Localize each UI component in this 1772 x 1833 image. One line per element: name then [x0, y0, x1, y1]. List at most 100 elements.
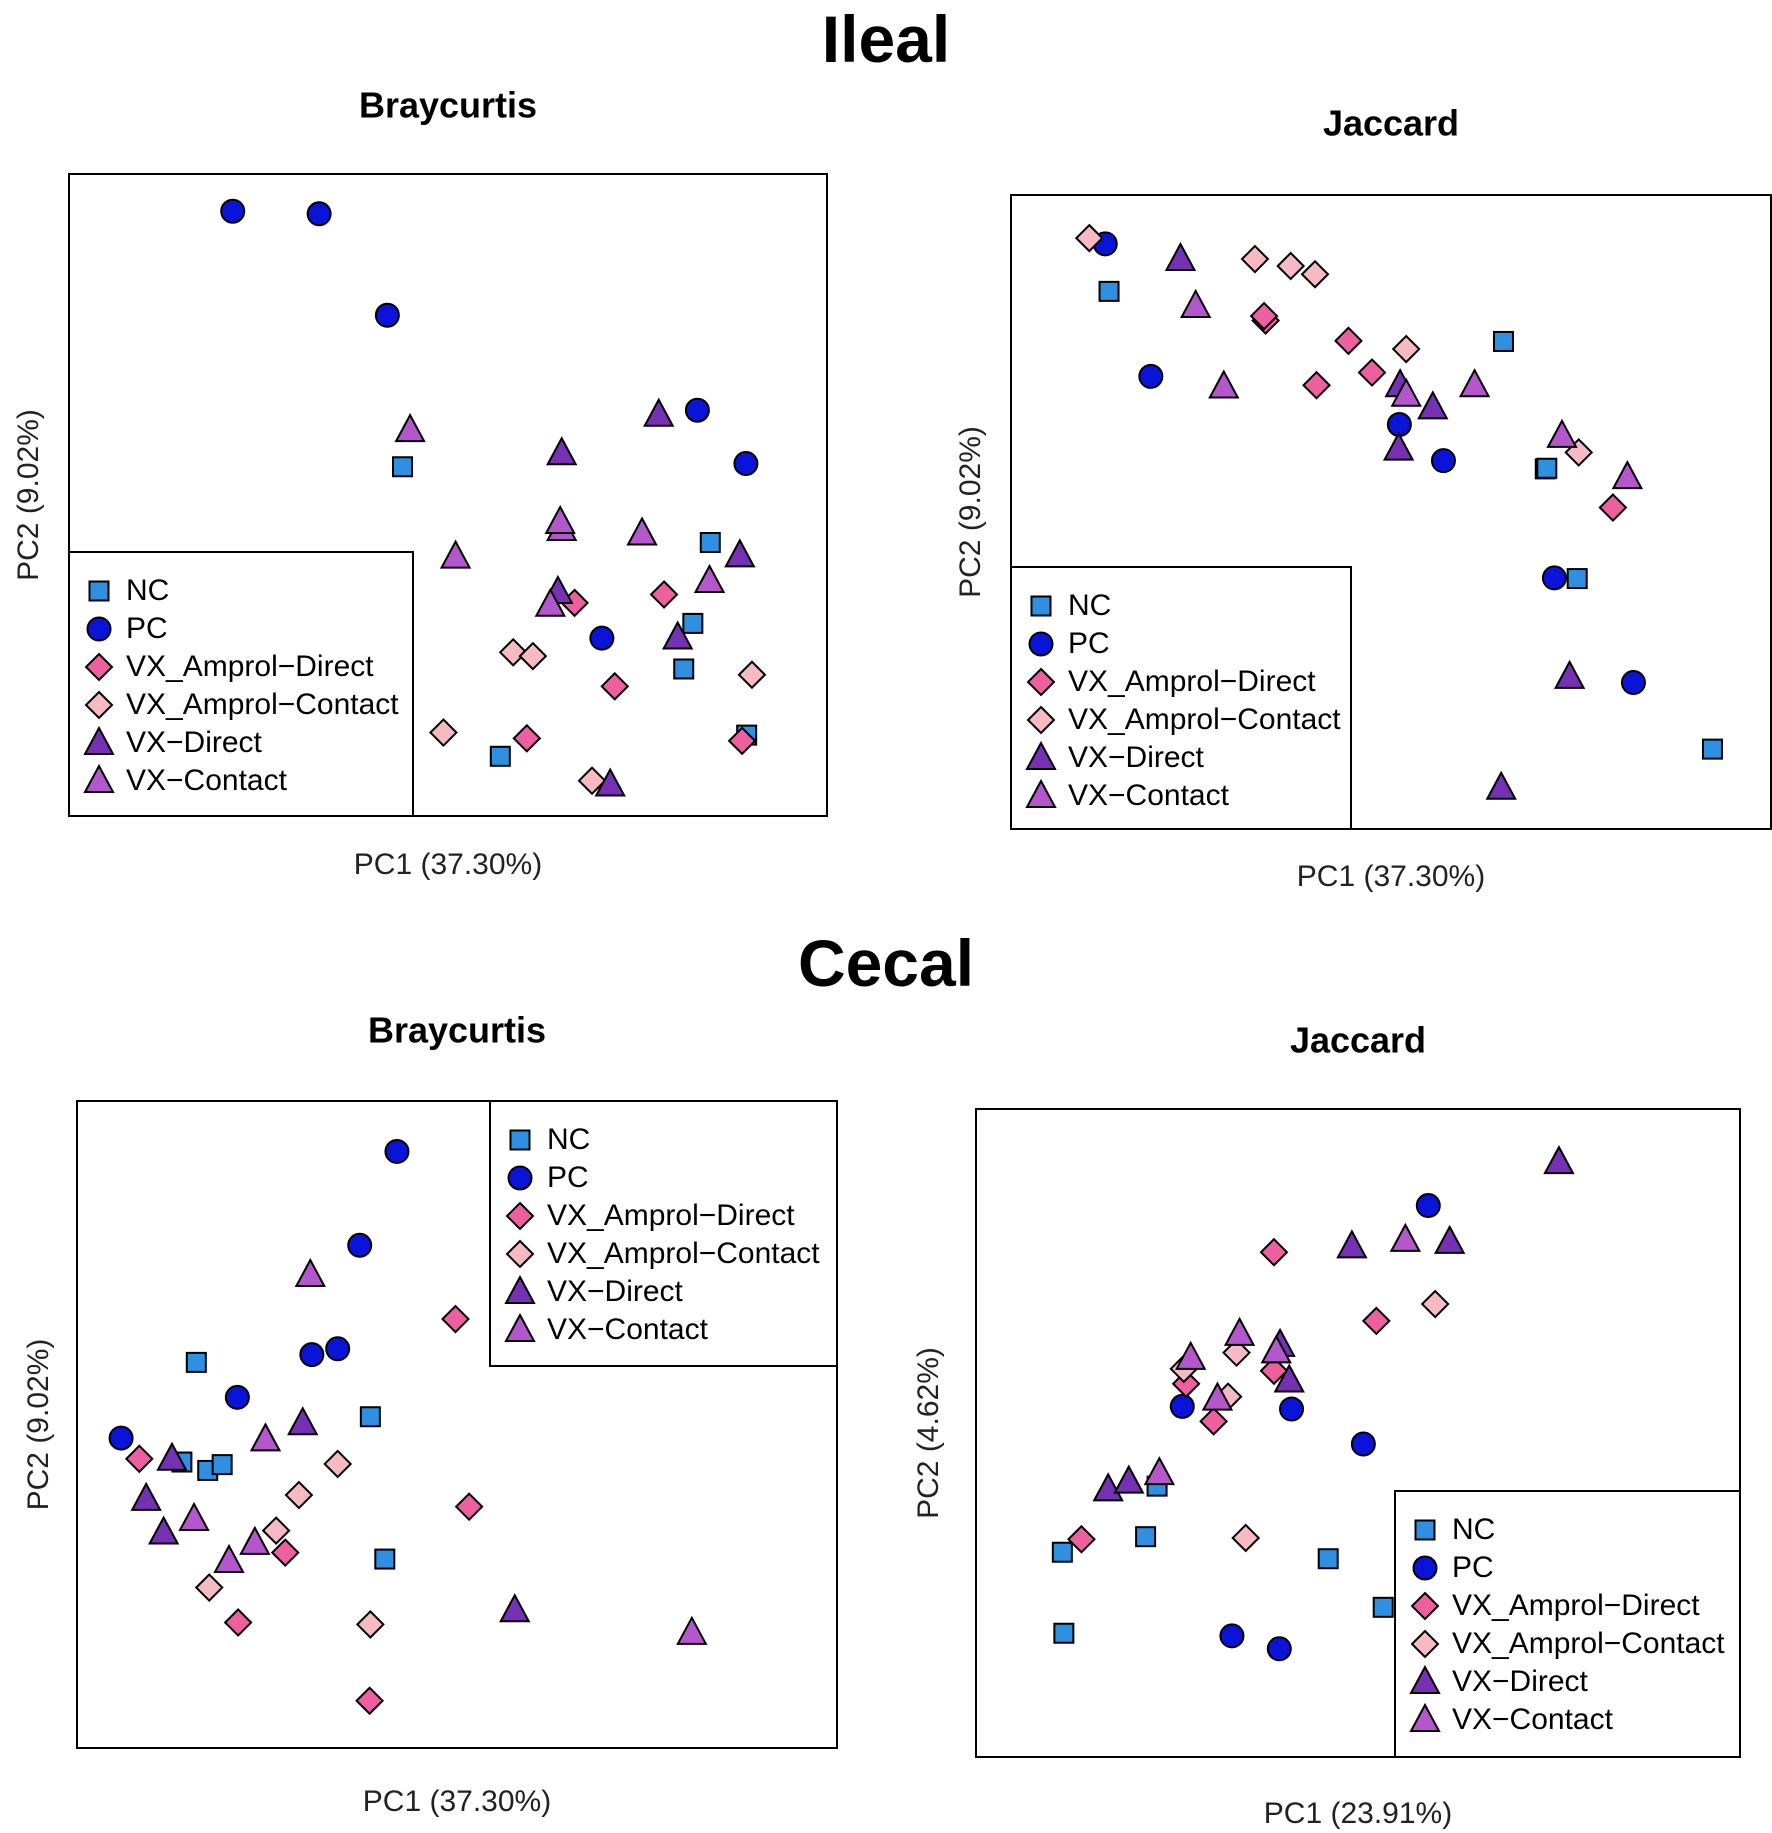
legend-marker-pc [86, 616, 112, 642]
legend-marker-vd [1025, 740, 1057, 770]
point-ac [1074, 223, 1104, 253]
point-ad [441, 1304, 470, 1334]
point-vd [1382, 431, 1415, 461]
legend-marker-vc [83, 763, 115, 793]
legend-label-vc: VX−Contact [547, 1313, 709, 1346]
point-vc [1143, 1456, 1176, 1486]
point-vd [1553, 659, 1586, 689]
point-nc [1492, 330, 1514, 352]
point-vd [724, 538, 756, 568]
legend-marker-vd [1409, 1664, 1441, 1694]
point-nc [1135, 1526, 1157, 1548]
legend-box [1394, 1490, 1741, 1758]
point-ac [498, 637, 528, 667]
point-pc [1219, 1623, 1245, 1649]
point-vc [1389, 1222, 1422, 1252]
point-ad [270, 1538, 300, 1568]
point-pc [306, 201, 332, 227]
legend-marker-vc [504, 1312, 536, 1342]
point-vc [439, 539, 472, 569]
legend-marker-pc [507, 1165, 533, 1191]
point-ad [1199, 1406, 1229, 1436]
legend: NC PC VX_Amprol−Direct VX_Amprol−Contact VX−… [68, 551, 414, 817]
data-points [108, 1138, 708, 1716]
point-vc [1201, 1381, 1234, 1411]
point-vc [544, 504, 576, 534]
legend-marker-ad [505, 1201, 535, 1231]
point-pc [1350, 1431, 1376, 1457]
point-nc [1051, 1541, 1073, 1563]
point-vd [1273, 1363, 1305, 1393]
point-nc [1098, 280, 1120, 302]
point-pc [589, 625, 615, 651]
legend-marker-nc [88, 580, 110, 602]
point-vd [1417, 390, 1449, 420]
legend-label-ad: VX_Amprol−Direct [547, 1199, 795, 1232]
point-pc [1266, 1636, 1292, 1662]
legend-marker-nc [509, 1129, 531, 1151]
point-ad [727, 726, 757, 756]
point-pc [1620, 670, 1646, 696]
legend-marker-vd [504, 1274, 536, 1304]
x-axis-label: PC1 (23.91%) [1264, 1797, 1452, 1830]
point-nc [1317, 1548, 1339, 1570]
data-points [220, 198, 767, 797]
point-pc [1430, 448, 1456, 474]
legend-label-nc: NC [1068, 589, 1111, 622]
legend-marker-ac [1026, 705, 1056, 735]
legend-marker-pc [1028, 631, 1054, 657]
plot-cecal-jaccard-svg: Jaccard PC1 (23.91%) PC2 (4.62%) NC PC VX_Amp… [912, 1020, 1741, 1830]
point-vd [156, 1441, 188, 1471]
legend-marker-nc [1030, 595, 1052, 617]
point-ac [429, 718, 458, 747]
point-ac [1240, 244, 1270, 274]
point-ac [355, 1610, 385, 1639]
legend-label-vc: VX−Contact [1452, 1703, 1614, 1736]
point-nc [359, 1406, 381, 1428]
point-vd [1336, 1229, 1368, 1259]
point-ad [1334, 326, 1363, 356]
point-nc [1053, 1622, 1075, 1644]
point-vc [534, 587, 567, 617]
plot-frame [1010, 194, 1772, 830]
point-ad [355, 1686, 385, 1716]
y-axis-label: PC2 (9.02%) [12, 409, 45, 581]
point-vc [1260, 1334, 1292, 1364]
point-pc [220, 198, 246, 224]
point-vc [178, 1501, 210, 1531]
point-nc [489, 745, 511, 767]
point-pc [1169, 1393, 1195, 1419]
point-ad [1249, 301, 1279, 331]
point-pc [224, 1384, 250, 1410]
point-pc [325, 1336, 351, 1362]
point-vc [239, 1525, 271, 1555]
legend-marker-nc [1414, 1519, 1436, 1541]
point-pc [384, 1138, 410, 1164]
legend-box [68, 551, 414, 817]
legend-label-vd: VX−Direct [126, 726, 263, 759]
legend: NC PC VX_Amprol−Direct VX_Amprol−Contact VX−… [1394, 1490, 1741, 1758]
point-ac [284, 1480, 314, 1510]
legend-label-ad: VX_Amprol−Direct [1068, 665, 1316, 698]
legend-label-ac: VX_Amprol−Contact [547, 1237, 820, 1270]
point-ac [737, 660, 767, 690]
legend-label-pc: PC [547, 1161, 589, 1194]
plot-frame [68, 173, 828, 817]
legend-box [489, 1100, 838, 1367]
point-ac [1276, 251, 1306, 281]
plot-title: Jaccard [1323, 103, 1459, 144]
point-vc [693, 563, 726, 594]
point-nc [1372, 1596, 1394, 1618]
plot-title: Jaccard [1290, 1020, 1426, 1061]
legend-label-ac: VX_Amprol−Contact [1068, 703, 1341, 736]
point-vd [643, 397, 675, 427]
point-ac [1231, 1523, 1261, 1553]
point-ad [1302, 370, 1331, 400]
plot-cecal-jaccard: Jaccard PC1 (23.91%) PC2 (4.62%) NC PC VX_Amp… [890, 1010, 1772, 1833]
legend-label-ac: VX_Amprol−Contact [126, 688, 399, 721]
legend-label-pc: PC [126, 612, 168, 645]
point-pc [299, 1342, 325, 1368]
legend-box [1010, 566, 1352, 830]
point-nc [673, 658, 695, 680]
legend-label-pc: PC [1068, 627, 1110, 660]
